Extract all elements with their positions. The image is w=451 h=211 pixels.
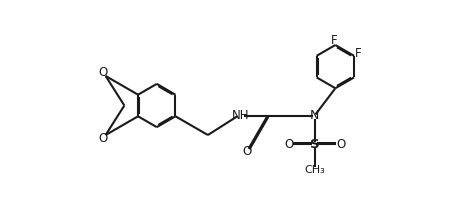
Text: O: O — [98, 66, 107, 80]
Text: N: N — [309, 109, 319, 122]
Text: O: O — [241, 145, 251, 158]
Text: O: O — [284, 138, 293, 151]
Text: F: F — [331, 34, 337, 47]
Text: F: F — [354, 47, 361, 60]
Text: NH: NH — [231, 109, 249, 122]
Text: O: O — [335, 138, 345, 151]
Text: S: S — [309, 138, 319, 151]
Text: O: O — [98, 131, 107, 145]
Text: CH₃: CH₃ — [304, 165, 324, 175]
